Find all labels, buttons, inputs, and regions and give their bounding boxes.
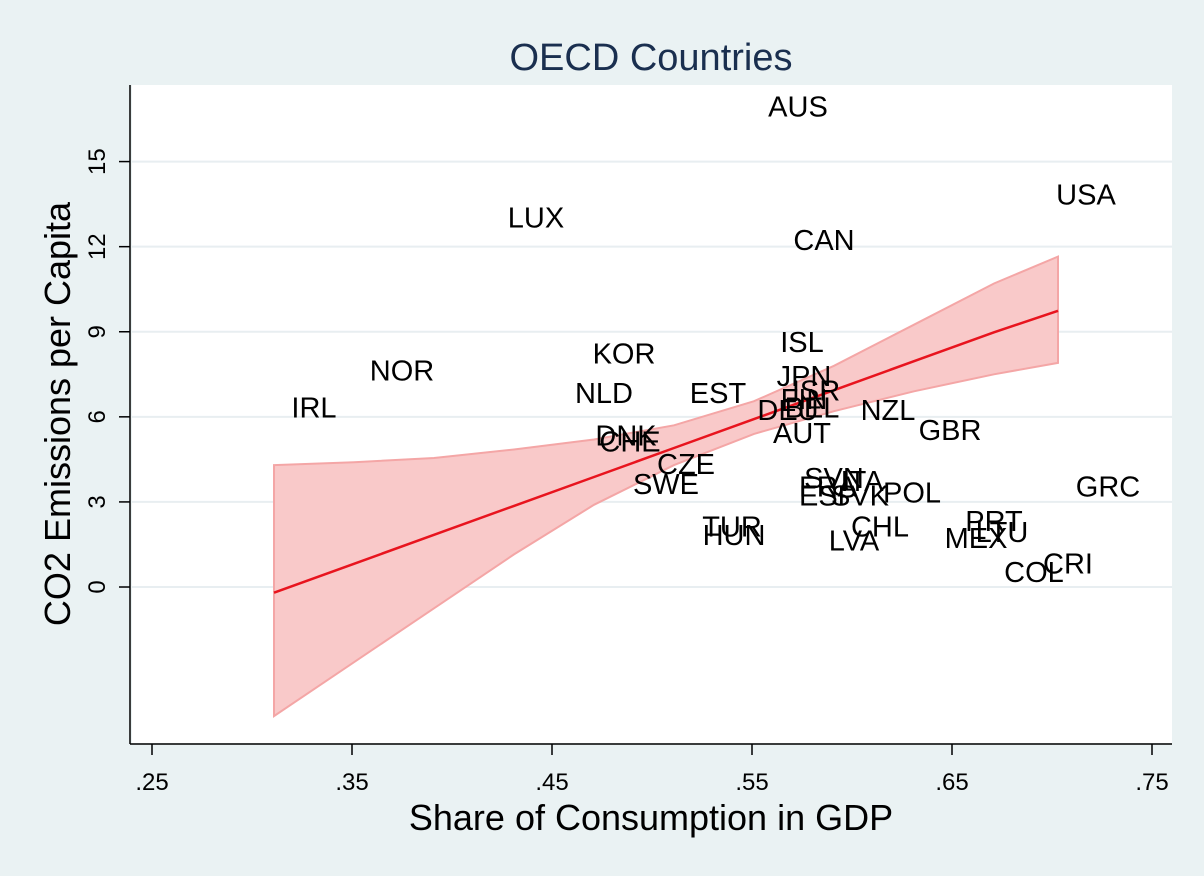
y-tick-label: 0 bbox=[84, 580, 111, 593]
point-gbr: GBR bbox=[919, 415, 982, 447]
point-deu: DEU bbox=[757, 395, 818, 427]
point-che: CHE bbox=[599, 426, 660, 458]
ci-band bbox=[273, 255, 1059, 718]
point-lux: LUX bbox=[508, 202, 564, 234]
point-chl: CHL bbox=[851, 511, 909, 543]
x-axis-ticks: .25 .35 .45 .55 .65 .75 bbox=[135, 744, 1169, 796]
point-aus: AUS bbox=[768, 92, 828, 124]
point-hun: HUN bbox=[703, 520, 766, 552]
point-nld: NLD bbox=[575, 378, 633, 410]
point-col: COL bbox=[1004, 557, 1064, 589]
fit-line-group bbox=[273, 309, 1059, 594]
point-kor: KOR bbox=[593, 338, 656, 370]
x-tick-label: .75 bbox=[1135, 769, 1168, 796]
point-cze: CZE bbox=[657, 449, 715, 481]
x-tick-label: .55 bbox=[735, 769, 768, 796]
point-ltu: LTU bbox=[976, 517, 1029, 549]
confidence-band bbox=[273, 255, 1059, 718]
point-mex: MEX bbox=[945, 523, 1008, 555]
point-svn: SVN bbox=[804, 463, 864, 495]
point-svk: SVK bbox=[831, 480, 890, 512]
point-swe: SWE bbox=[633, 469, 699, 501]
y-axis-ticks: 0 3 6 9 12 15 bbox=[84, 148, 130, 594]
y-tick-label: 12 bbox=[84, 233, 111, 260]
point-ita: ITA bbox=[841, 466, 885, 498]
point-est: EST bbox=[690, 378, 747, 410]
x-tick-label: .45 bbox=[535, 769, 568, 796]
x-tick-label: .25 bbox=[135, 769, 168, 796]
point-fra: FRA bbox=[799, 472, 858, 504]
y-tick-label: 3 bbox=[84, 495, 111, 508]
x-tick-label: .35 bbox=[335, 769, 368, 796]
point-isr: ISR bbox=[792, 375, 840, 407]
point-fin: FIN bbox=[781, 384, 828, 416]
chart-title: OECD Countries bbox=[510, 37, 793, 79]
point-prt: PRT bbox=[965, 506, 1023, 538]
point-pol: POL bbox=[883, 477, 941, 509]
point-esp: ESP bbox=[799, 480, 857, 512]
point-can: CAN bbox=[793, 225, 854, 257]
point-nzl: NZL bbox=[861, 395, 916, 427]
point-grc: GRC bbox=[1076, 472, 1140, 504]
point-bel: BEL bbox=[785, 392, 840, 424]
fit-line bbox=[273, 309, 1059, 594]
point-cri: CRI bbox=[1043, 548, 1093, 580]
point-irl: IRL bbox=[291, 392, 336, 424]
x-axis-label: Share of Consumption in GDP bbox=[409, 797, 893, 838]
x-tick-label: .65 bbox=[935, 769, 968, 796]
point-isl: ISL bbox=[780, 327, 824, 359]
point-aut: AUT bbox=[773, 418, 831, 450]
point-jpn: JPN bbox=[777, 361, 832, 393]
y-tick-label: 15 bbox=[84, 148, 111, 175]
point-tur: TUR bbox=[702, 511, 762, 543]
y-tick-label: 6 bbox=[84, 410, 111, 423]
axes bbox=[129, 85, 1172, 745]
y-tick-label: 9 bbox=[84, 325, 111, 338]
point-dnk: DNK bbox=[595, 421, 657, 453]
point-usa: USA bbox=[1056, 180, 1116, 212]
y-axis-label: CO2 Emissions per Capita bbox=[37, 201, 78, 626]
point-nor: NOR bbox=[370, 356, 434, 388]
point-lva: LVA bbox=[829, 526, 880, 558]
